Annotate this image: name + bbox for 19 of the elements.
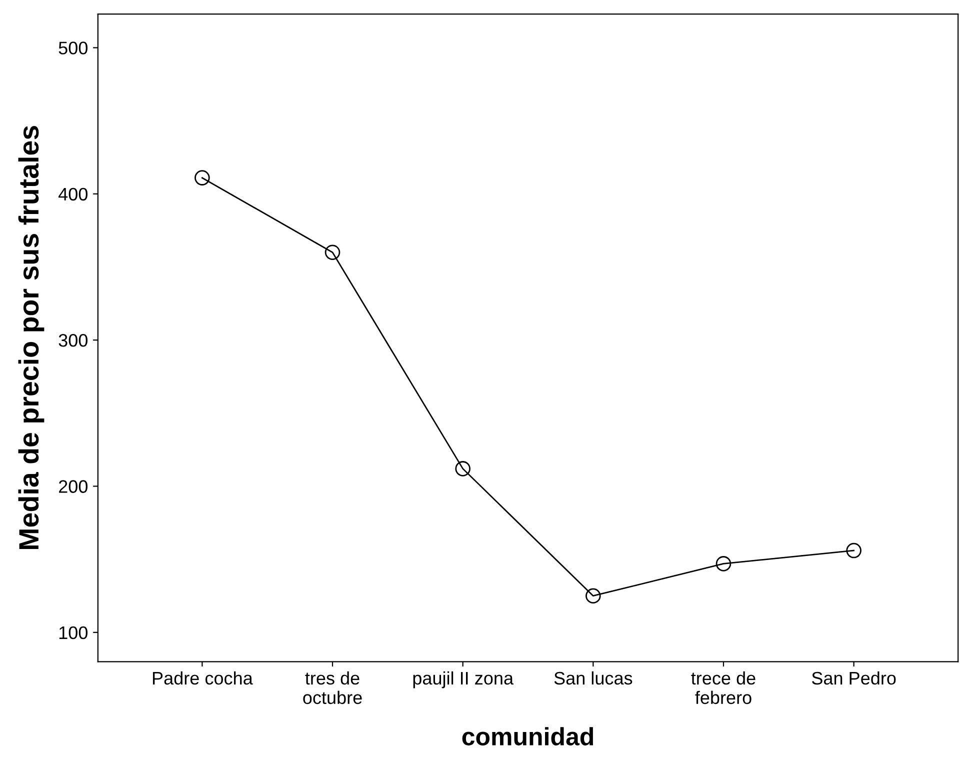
y-tick-label: 400 [58, 188, 88, 201]
y-axis-title: Media de precio por sus frutales [18, 126, 44, 550]
y-tick-label: 100 [59, 626, 88, 640]
point [846, 542, 862, 558]
x-tick-label: tres de octubre [303, 671, 362, 704]
x-tick-label: San Pedro [812, 671, 896, 685]
x-tick-label: San lucas [554, 671, 632, 685]
x-axis-title: comunidad [462, 727, 594, 746]
point [194, 170, 210, 186]
point [455, 461, 470, 476]
point [324, 244, 340, 260]
x-tick-label: trece de febrero [691, 671, 756, 704]
x-tick-label: Padre cocha [152, 671, 253, 685]
y-tick-label: 500 [58, 42, 88, 54]
y-tick-label: 200 [58, 480, 88, 493]
x-tick-label: paujil II zona [413, 671, 514, 688]
point [586, 588, 601, 604]
y-tick-label: 300 [58, 334, 88, 347]
point [716, 556, 732, 572]
